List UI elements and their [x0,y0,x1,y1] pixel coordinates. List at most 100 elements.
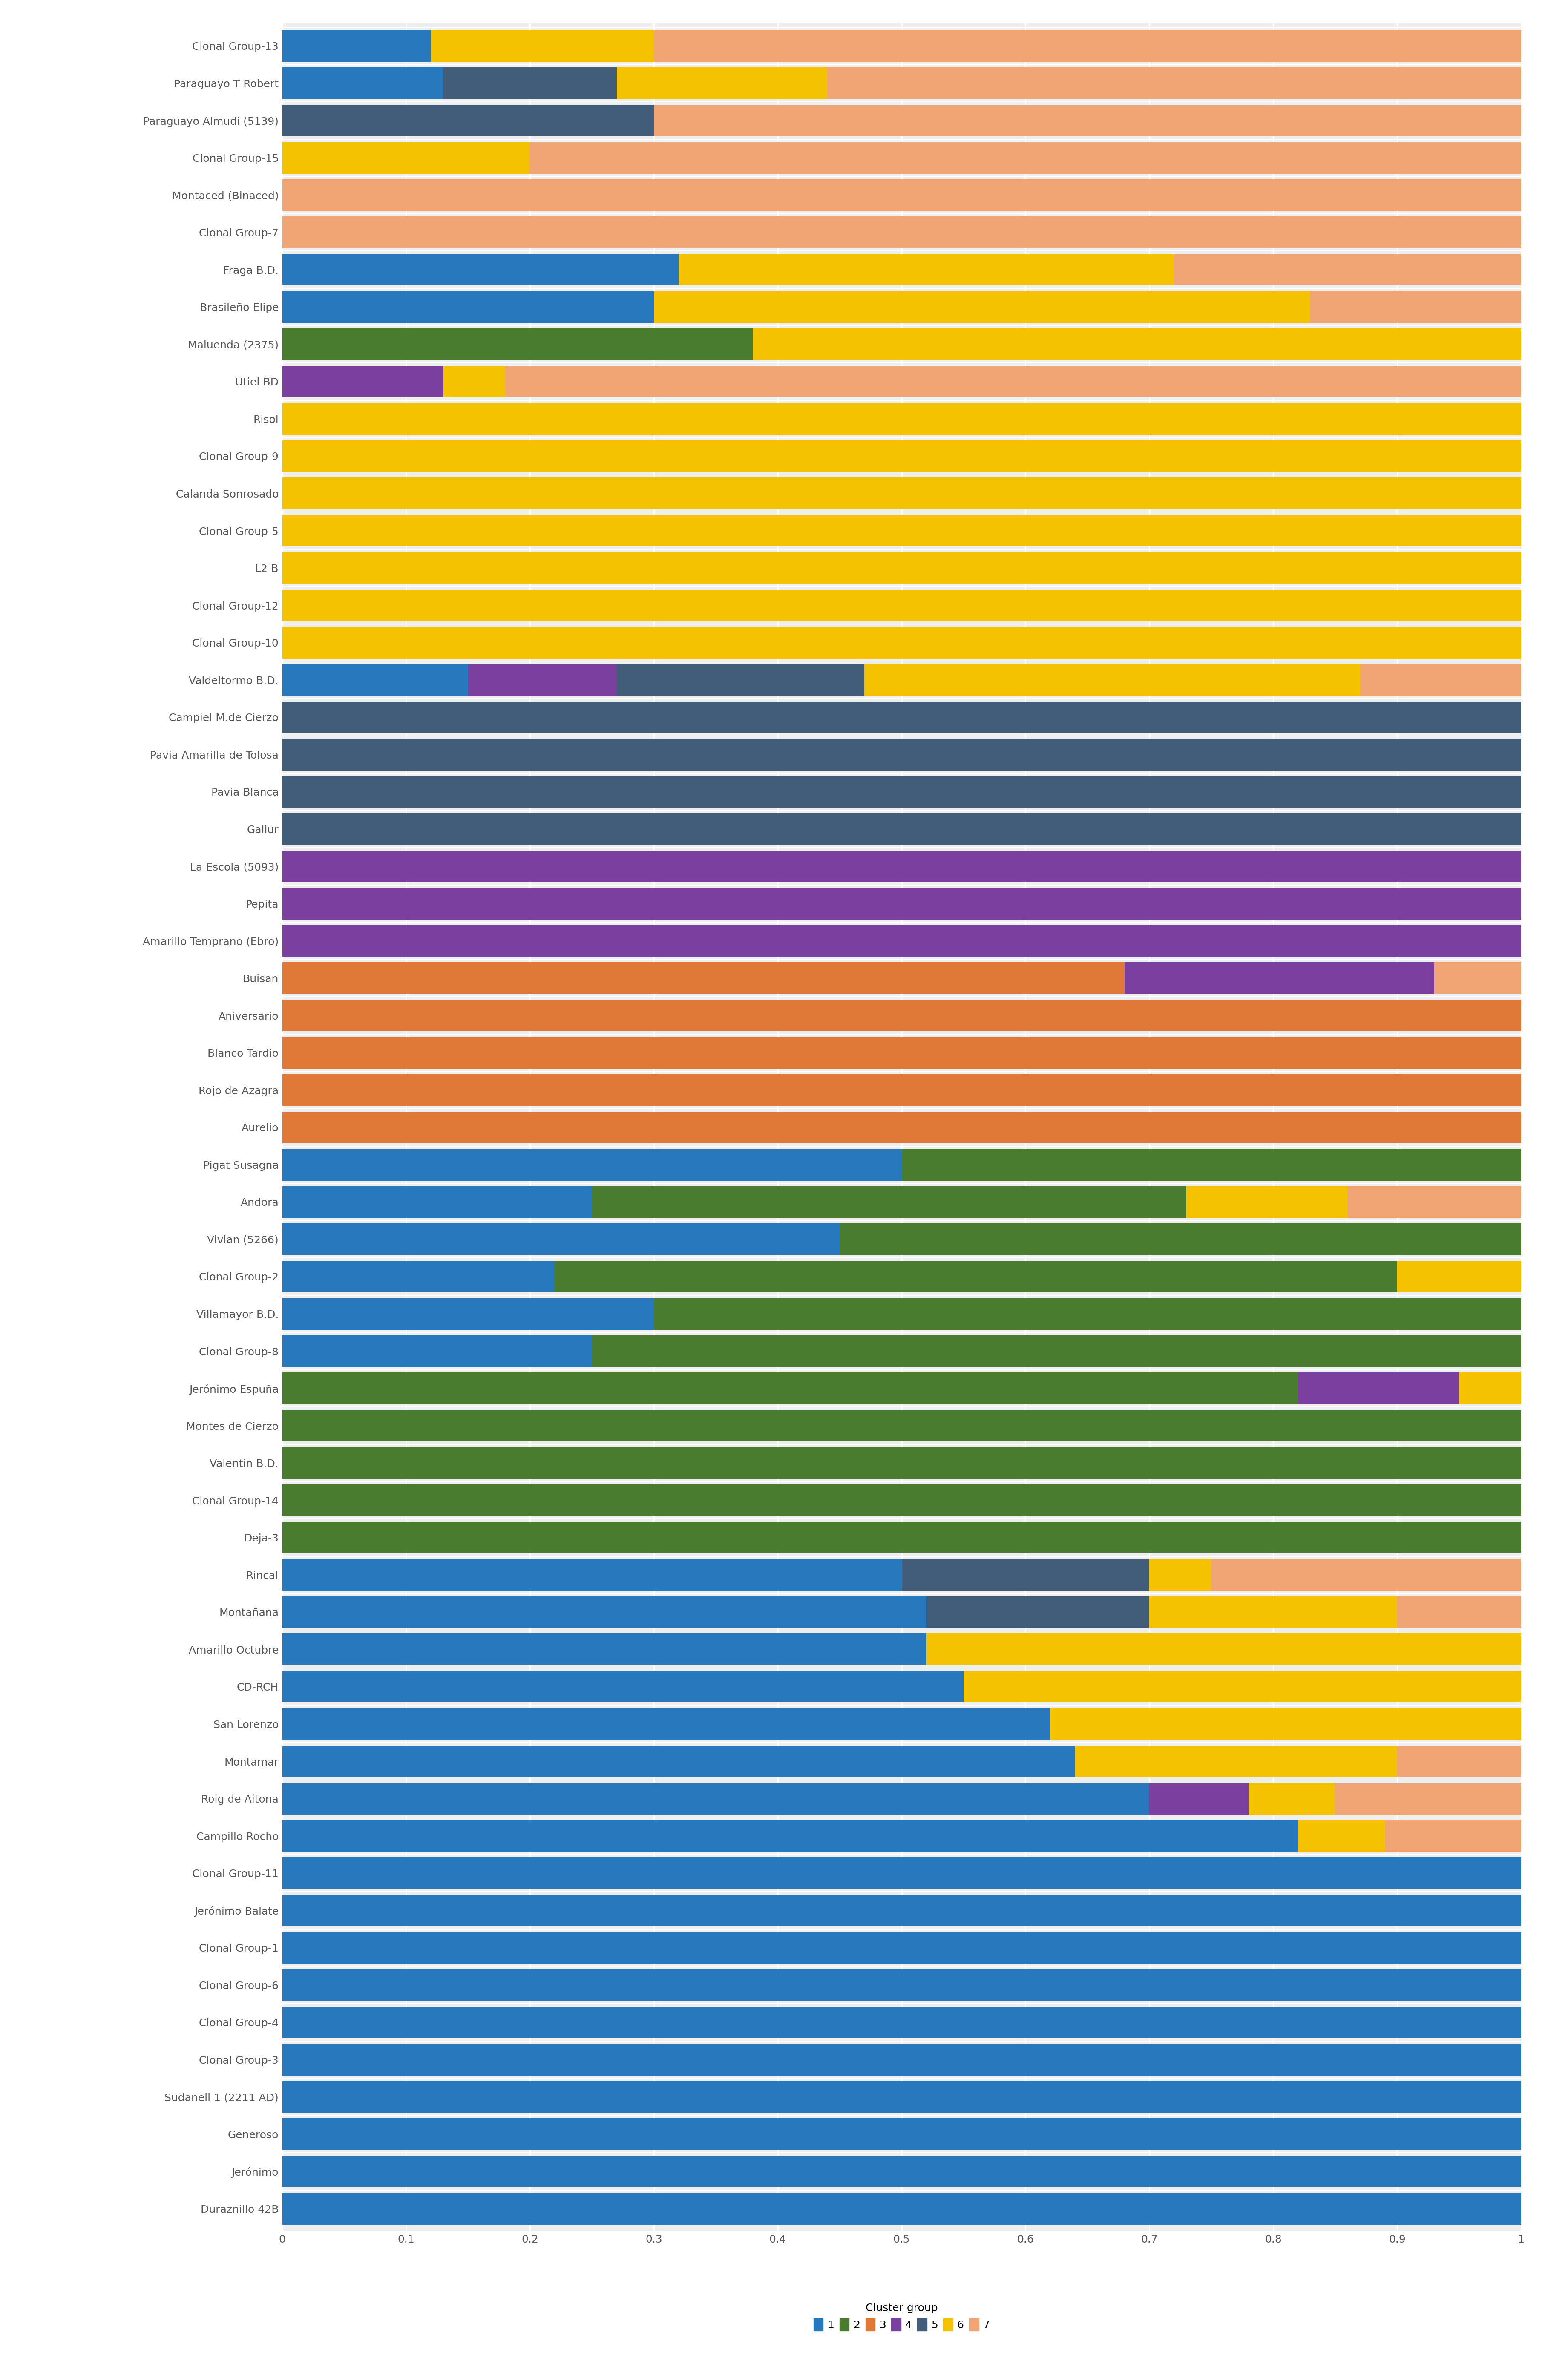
Bar [282,926,1521,956]
Bar [444,68,616,99]
Bar [282,1672,963,1702]
Bar [282,1372,1298,1405]
Bar [1248,1783,1334,1816]
Bar [1385,1820,1521,1851]
Bar [1051,1707,1521,1740]
Bar [282,1596,927,1629]
Bar [282,1858,1521,1889]
Bar [282,590,1521,621]
Bar [282,1261,555,1291]
Bar [282,1336,591,1367]
Bar [282,1783,1149,1816]
Bar [282,2045,1521,2075]
Bar [282,1074,1521,1105]
Bar [1149,1596,1397,1629]
Bar [282,1485,1521,1516]
Bar [282,888,1521,918]
Bar [864,663,1359,696]
Bar [282,217,1521,248]
Bar [282,1931,1521,1964]
Bar [282,850,1521,883]
Bar [654,290,1311,323]
Bar [282,1969,1521,2000]
Bar [282,1410,1521,1443]
Bar [1397,1261,1521,1291]
Bar [282,439,1521,472]
Bar [654,104,1521,137]
Bar [828,68,1521,99]
Bar [282,2156,1521,2186]
Bar [679,255,1174,286]
Bar [927,1634,1521,1665]
Bar [282,1634,927,1665]
Bar [1210,1558,1521,1591]
Bar [282,31,431,61]
Bar [902,1558,1149,1591]
Bar [1149,1783,1248,1816]
Bar [467,663,616,696]
Bar [282,1820,1298,1851]
Bar [1435,963,1521,994]
Bar [282,2007,1521,2038]
Bar [282,328,753,361]
Bar [282,1185,591,1218]
Bar [1298,1820,1385,1851]
Bar [616,663,864,696]
Bar [282,812,1521,845]
Bar [1458,1372,1521,1405]
Bar [282,739,1521,770]
Bar [282,104,654,137]
Bar [591,1336,1521,1367]
Bar [555,1261,1397,1291]
Bar [282,777,1521,807]
Bar [282,701,1521,732]
Bar [1174,255,1521,286]
Legend: 1, 2, 3, 4, 5, 6, 7: 1, 2, 3, 4, 5, 6, 7 [808,2297,996,2335]
Bar [282,1558,902,1591]
Bar [282,552,1521,583]
Bar [282,1036,1521,1070]
Bar [282,1745,1076,1778]
Bar [591,1185,1187,1218]
Bar [282,1112,1521,1143]
Bar [282,68,444,99]
Bar [282,1447,1521,1478]
Bar [282,2118,1521,2151]
Bar [282,290,654,323]
Bar [654,1299,1521,1329]
Bar [1298,1372,1458,1405]
Bar [1149,1558,1210,1591]
Bar [1311,290,1521,323]
Bar [963,1672,1521,1702]
Bar [282,1299,654,1329]
Bar [282,477,1521,510]
Bar [927,1596,1149,1629]
Bar [616,68,828,99]
Bar [282,255,679,286]
Bar [1187,1185,1347,1218]
Bar [1397,1745,1521,1778]
Bar [282,179,1521,210]
Bar [282,663,467,696]
Bar [282,2080,1521,2113]
Bar [282,515,1521,548]
Bar [282,1707,1051,1740]
Bar [1397,1596,1521,1629]
Bar [431,31,654,61]
Bar [444,366,505,397]
Bar [753,328,1521,361]
Bar [902,1150,1521,1180]
Bar [282,1894,1521,1927]
Bar [282,626,1521,659]
Bar [530,142,1521,175]
Bar [654,31,1521,61]
Bar [1334,1783,1521,1816]
Bar [1347,1185,1521,1218]
Bar [282,963,1124,994]
Bar [282,404,1521,434]
Bar [1124,963,1435,994]
Bar [1076,1745,1397,1778]
Bar [282,1150,902,1180]
Bar [282,366,444,397]
Bar [282,1223,840,1256]
